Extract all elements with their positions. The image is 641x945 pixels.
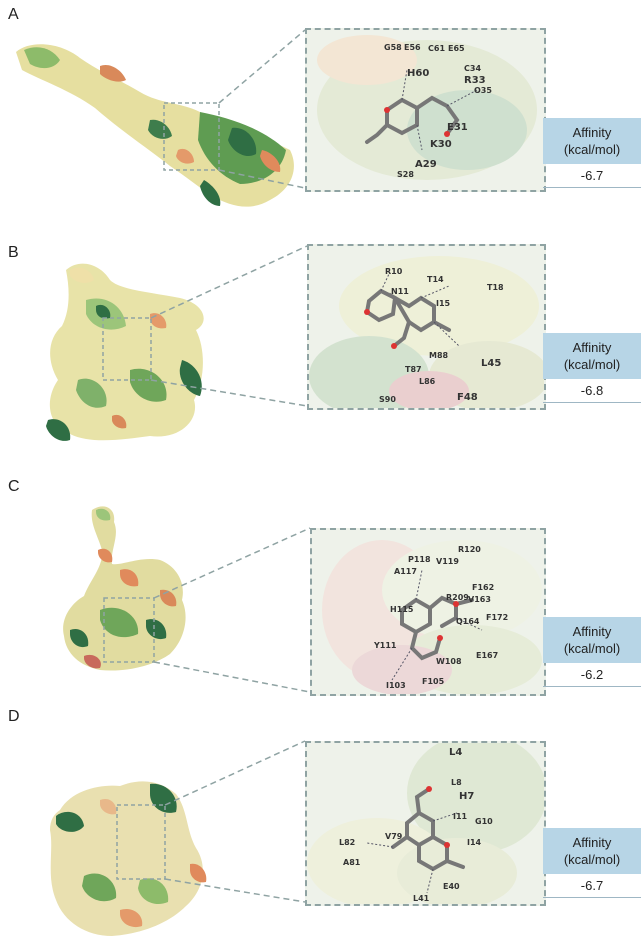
residue-label: R33 — [464, 75, 486, 86]
residue-label: E56 — [404, 43, 421, 52]
residue-label: C61 — [428, 44, 445, 53]
residue-label: F105 — [422, 677, 445, 686]
residue-label: F172 — [486, 613, 508, 622]
binding-site-zoom: R10 T14 N11 I15 T18 M88 L45 T87 L86 S90 … — [307, 244, 546, 410]
docking-pose-image: R120 P118 V119 A117 F162 R209 V163 H115 … — [322, 540, 542, 694]
protein-surface-image — [63, 506, 311, 693]
docking-pose-image: R10 T14 N11 I15 T18 M88 L45 T87 L86 S90 … — [309, 256, 544, 408]
protein-surface-image — [46, 245, 308, 441]
affinity-unit: (kcal/mol) — [563, 357, 621, 372]
affinity-unit: (kcal/mol) — [563, 641, 621, 656]
panel-letter: B — [8, 244, 19, 261]
residue-label: L8 — [451, 778, 462, 787]
affinity-unit: (kcal/mol) — [563, 852, 621, 867]
residue-label: R209 — [446, 593, 469, 602]
residue-label: E167 — [476, 651, 498, 660]
panel-letter: C — [8, 478, 20, 495]
affinity-label: Affinity — [572, 125, 612, 140]
residue-label: V163 — [468, 595, 491, 604]
panel-d: D — [0, 700, 641, 945]
residue-label: G10 — [475, 817, 493, 826]
residue-label: T87 — [405, 365, 422, 374]
affinity-box: Affinity (kcal/mol) -6.8 — [543, 333, 641, 403]
residue-label: A81 — [343, 858, 361, 867]
residue-label: P118 — [408, 555, 431, 564]
affinity-header: Affinity (kcal/mol) — [543, 333, 641, 379]
residue-label: H60 — [407, 68, 429, 79]
residue-label: G58 — [384, 43, 402, 52]
residue-label: C34 — [464, 64, 481, 73]
binding-site-zoom: R120 P118 V119 A117 F162 R209 V163 H115 … — [310, 528, 546, 696]
residue-label: Y111 — [373, 641, 397, 650]
residue-label: L4 — [449, 747, 462, 758]
panel-letter: A — [8, 6, 19, 23]
protein-surface-image — [16, 29, 306, 207]
docking-pose-image: L4 L8 H7 G10 I11 I14 L82 V79 A81 E40 L41 — [307, 743, 544, 904]
residue-label: H7 — [459, 791, 474, 802]
residue-label: F48 — [457, 392, 478, 403]
affinity-box: Affinity (kcal/mol) -6.7 — [543, 828, 641, 898]
residue-label: K30 — [430, 139, 452, 150]
residue-label: S28 — [397, 170, 414, 179]
residue-label: N11 — [391, 287, 409, 296]
residue-label: I11 — [453, 812, 468, 821]
affinity-label: Affinity — [572, 340, 612, 355]
residue-label: V119 — [436, 557, 459, 566]
affinity-header: Affinity (kcal/mol) — [543, 118, 641, 164]
residue-label: L41 — [413, 894, 430, 903]
residue-label: L86 — [419, 377, 436, 386]
residue-label: Q164 — [456, 617, 480, 626]
affinity-box: Affinity (kcal/mol) -6.2 — [543, 617, 641, 687]
residue-label: A117 — [394, 567, 417, 576]
binding-site-zoom: L4 L8 H7 G10 I11 I14 L82 V79 A81 E40 L41 — [305, 741, 546, 906]
residue-label: R120 — [458, 545, 481, 554]
residue-label: E65 — [448, 44, 465, 53]
residue-label: O35 — [474, 86, 492, 95]
binding-site-zoom: G58 E56 C61 E65 H60 C34 R33 O35 E31 K30 … — [305, 28, 546, 192]
residue-label: S90 — [379, 395, 396, 404]
affinity-label: Affinity — [572, 624, 612, 639]
affinity-value: -6.7 — [543, 874, 641, 898]
panel-c: C — [0, 470, 641, 700]
residue-label: W108 — [436, 657, 462, 666]
docking-pose-image: G58 E56 C61 E65 H60 C34 R33 O35 E31 K30 … — [317, 35, 537, 180]
residue-label: L82 — [339, 838, 355, 847]
protein-surface-image — [50, 740, 306, 936]
residue-label: I14 — [467, 838, 482, 847]
panel-a: A — [0, 0, 641, 230]
residue-label: T18 — [487, 283, 504, 292]
residue-label: F162 — [472, 583, 494, 592]
residue-label: R10 — [385, 267, 403, 276]
affinity-value: -6.8 — [543, 379, 641, 403]
affinity-value: -6.2 — [543, 663, 641, 687]
affinity-box: Affinity (kcal/mol) -6.7 — [543, 118, 641, 188]
residue-label: E40 — [443, 882, 460, 891]
affinity-header: Affinity (kcal/mol) — [543, 828, 641, 874]
panel-b: B — [0, 230, 641, 470]
residue-label: V79 — [385, 832, 403, 841]
residue-label: I15 — [436, 299, 451, 308]
residue-label: E31 — [447, 122, 468, 133]
residue-label: I103 — [386, 681, 406, 690]
affinity-label: Affinity — [572, 835, 612, 850]
panel-letter: D — [8, 708, 20, 725]
affinity-header: Affinity (kcal/mol) — [543, 617, 641, 663]
residue-label: T14 — [427, 275, 444, 284]
affinity-unit: (kcal/mol) — [563, 142, 621, 157]
residue-label: M88 — [429, 351, 449, 360]
residue-label: A29 — [415, 159, 437, 170]
residue-label: L45 — [481, 358, 501, 369]
residue-label: H115 — [390, 605, 414, 614]
affinity-value: -6.7 — [543, 164, 641, 188]
